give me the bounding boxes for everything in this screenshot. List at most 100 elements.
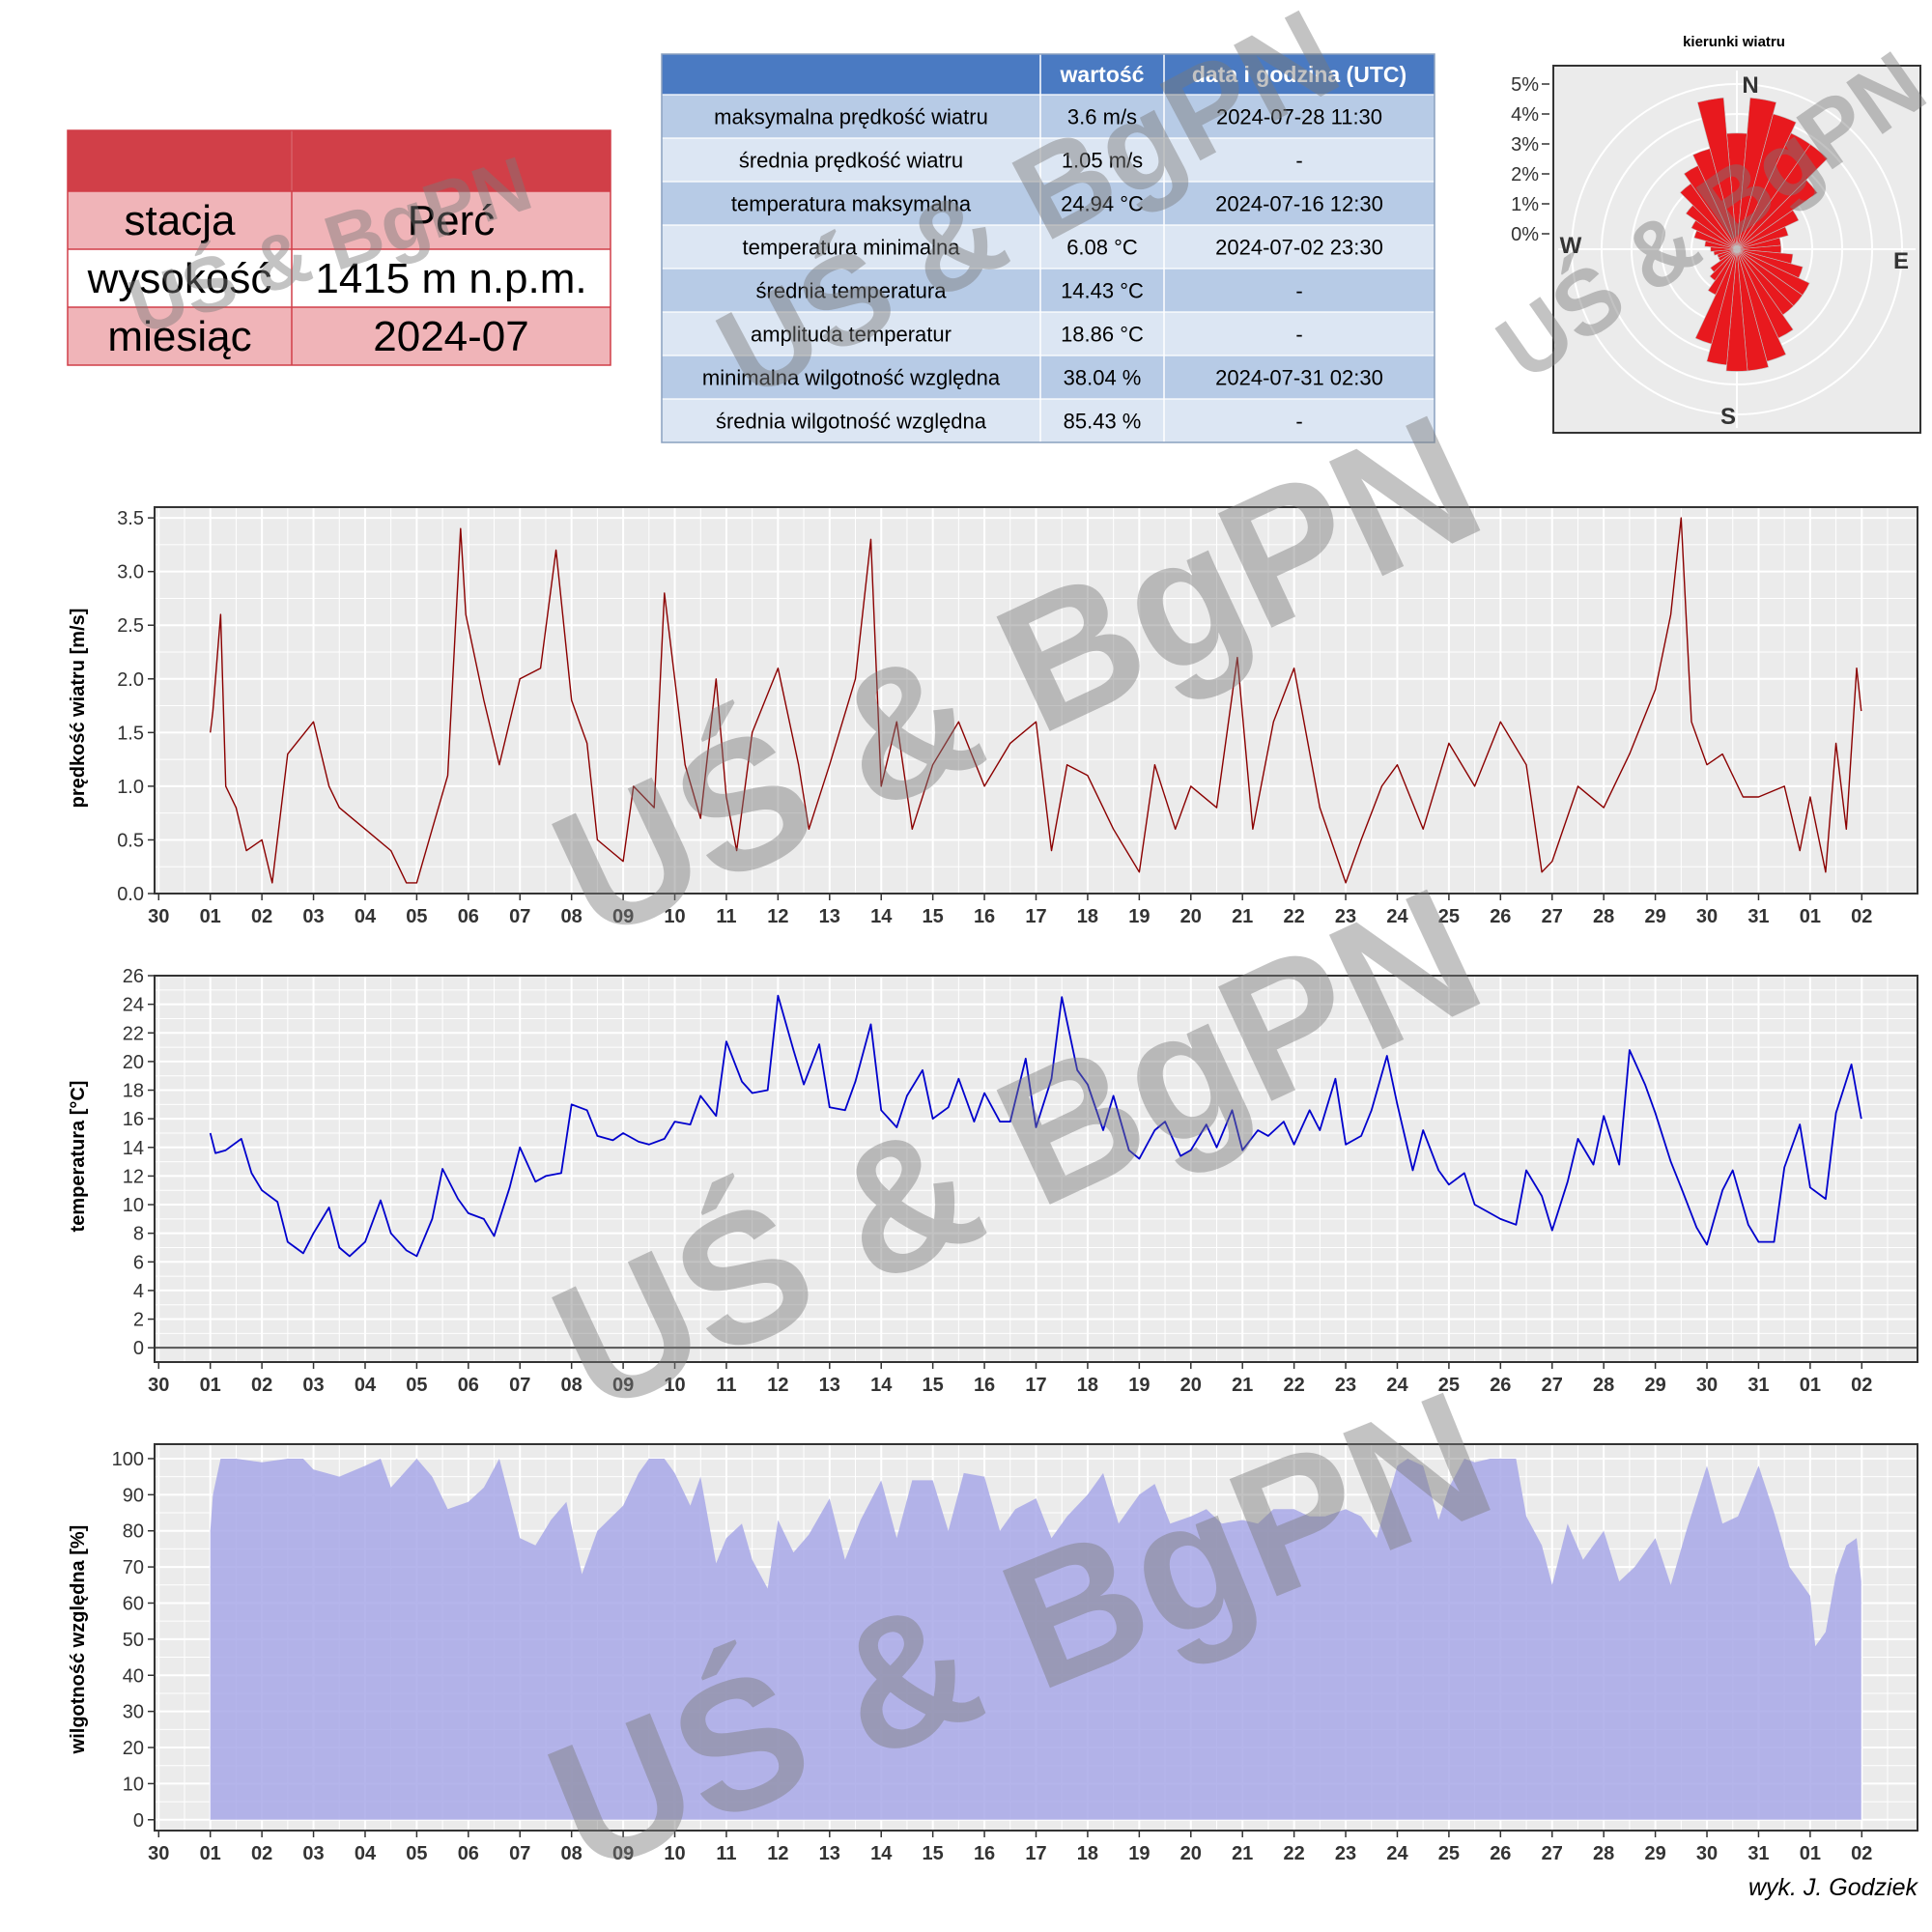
stats-row-time: 2024-07-31 02:30 [1215,366,1383,390]
stats-row-bg [662,138,1435,182]
x-tick-label: 19 [1128,1375,1150,1396]
x-tick-label: 01 [200,1843,221,1864]
y-tick-label: 4 [133,1281,144,1302]
y-tick-label: 40 [123,1665,144,1687]
x-tick-label: 22 [1284,906,1305,927]
x-tick-label: 29 [1644,906,1665,927]
x-tick-label: 11 [716,1843,736,1864]
stats-row-value: 18.86 °C [1061,323,1144,347]
x-tick-label: 20 [1180,1843,1202,1864]
x-tick-label: 23 [1335,1843,1356,1864]
wind-rose-bar [1736,97,1777,250]
x-tick-label: 19 [1128,906,1150,927]
y-tick-label: 0.5 [117,830,144,851]
ylabel-humidity: wilgotność względna [%] [68,1525,89,1755]
x-tick-label: 26 [1490,906,1511,927]
x-tick-label: 09 [612,1843,634,1864]
stats-row-bg [662,182,1435,225]
wind-rose-tick-label: 3% [1511,134,1539,156]
stats-row-value: 14.43 °C [1061,279,1144,303]
x-tick-label: 19 [1128,1843,1150,1864]
station-label-0: stacja [125,197,236,244]
x-tick-label: 01 [200,906,221,927]
x-tick-label: 20 [1180,1375,1202,1396]
x-tick-label: 27 [1542,1375,1563,1396]
x-tick-label: 21 [1232,906,1253,927]
stats-table: wartość data i godzina (UTC) maksymalna … [661,53,1435,443]
x-tick-label: 02 [1851,906,1872,927]
x-tick-label: 11 [716,1375,736,1396]
stats-row-time: - [1295,323,1302,347]
stats-row-time: 2024-07-28 11:30 [1216,105,1382,129]
station-table: stacja Perć wysokość 1415 m n.p.m. miesi… [67,129,611,366]
x-tick-label: 30 [148,1843,169,1864]
x-tick-label: 25 [1438,1843,1460,1864]
stats-row-value: 24.94 °C [1061,192,1144,216]
x-tick-label: 27 [1542,906,1563,927]
wind-rose-radial-ticks: 0% 1% 2% 3% 4% 5% [1511,74,1549,245]
x-tick-label: 23 [1335,1375,1356,1396]
y-tick-label: 18 [123,1081,144,1102]
y-tick-label: 0.0 [117,884,144,905]
x-tick-label: 21 [1232,1843,1253,1864]
x-tick-label: 31 [1747,906,1769,927]
x-tick-label: 24 [1386,1843,1408,1864]
stats-row-name: średnia prędkość wiatru [739,149,963,173]
wind-rose-bar [1710,248,1738,273]
x-tick-label: 02 [1851,1375,1872,1396]
stats-row-bg [662,95,1435,138]
x-tick-label: 24 [1386,1375,1408,1396]
y-tick-label: 16 [123,1109,144,1130]
y-tick-label: 0 [133,1338,144,1359]
station-row-bg-2 [68,307,611,365]
x-tick-label: 30 [1696,906,1718,927]
compass-e: E [1893,248,1909,274]
stats-row-name: maksymalna prędkość wiatru [714,105,988,129]
x-tick-label: 06 [458,1843,479,1864]
x-tick-label: 02 [251,906,272,927]
x-tick-label: 31 [1747,1843,1769,1864]
y-tick-label: 3.0 [117,562,144,583]
x-tick-label: 20 [1180,906,1202,927]
x-tick-label: 22 [1284,1843,1305,1864]
y-tick-label: 70 [123,1557,144,1578]
station-value-0: Perć [408,197,495,244]
x-tick-label: 25 [1438,1375,1460,1396]
x-tick-label: 17 [1025,906,1046,927]
y-tick-label: 30 [123,1702,144,1723]
x-tick-label: 29 [1644,1843,1665,1864]
ylabel-temp: temperatura [°C] [68,1081,89,1233]
stats-row-value: 1.05 m/s [1062,149,1143,173]
x-tick-label: 31 [1747,1375,1769,1396]
credit: wyk. J. Godziek [1748,1874,1919,1901]
x-tick-label: 04 [355,1375,377,1396]
stats-row-name: średnia wilgotność względna [716,410,987,434]
x-tick-label: 08 [561,1375,582,1396]
x-tick-label: 01 [1800,1375,1821,1396]
x-tick-label: 07 [509,1843,530,1864]
y-tick-label: 10 [123,1195,144,1216]
x-tick-label: 12 [767,1843,788,1864]
x-tick-label: 15 [923,906,944,927]
x-tick-label: 05 [406,1375,427,1396]
stats-row-time: 2024-07-16 12:30 [1215,192,1383,216]
x-tick-label: 10 [664,1843,685,1864]
y-tick-label: 8 [133,1224,144,1245]
x-tick-label: 25 [1438,906,1460,927]
x-tick-label: 12 [767,906,788,927]
stats-header-bg [662,54,1435,95]
x-tick-label: 07 [509,906,530,927]
x-tick-label: 07 [509,1375,530,1396]
stats-row-bg [662,269,1435,312]
station-table-header [68,130,611,191]
x-tick-label: 08 [561,1843,582,1864]
x-tick-label: 30 [1696,1843,1718,1864]
x-tick-label: 03 [302,906,324,927]
stats-row-time: - [1295,149,1302,173]
stats-rows: maksymalna prędkość wiatru 3.6 m/s 2024-07… [661,53,1435,443]
wind-rose-bar [1736,210,1800,250]
y-tick-label: 22 [123,1023,144,1044]
x-tick-label: 13 [819,1843,840,1864]
x-tick-label: 02 [1851,1843,1872,1864]
